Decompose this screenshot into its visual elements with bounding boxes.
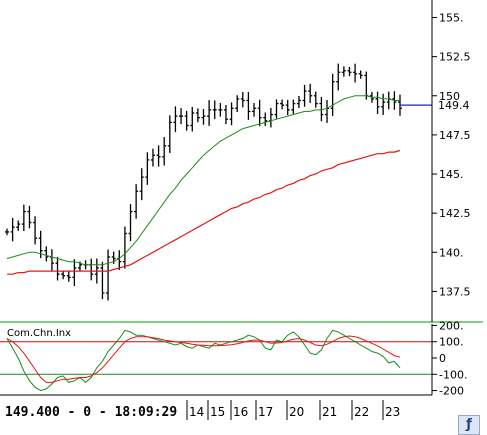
date-label: 22 xyxy=(354,405,369,419)
candle xyxy=(184,110,189,131)
candle xyxy=(257,99,262,127)
indicator-tick-label: 100. xyxy=(439,336,464,349)
candle xyxy=(291,99,296,114)
price-tick-label: 140. xyxy=(439,246,464,259)
indicator-axis: 200. 100. 0 -100. -200 xyxy=(432,319,467,398)
candle xyxy=(44,246,49,262)
candle xyxy=(274,99,279,119)
candle xyxy=(134,184,139,219)
candle xyxy=(347,66,352,77)
price-tick-label: 142.5 xyxy=(439,207,471,220)
candle xyxy=(128,203,133,242)
indicator-tick-label: -200 xyxy=(439,385,464,398)
candle xyxy=(122,226,127,269)
candle xyxy=(302,84,307,107)
candle xyxy=(21,204,26,232)
candle xyxy=(353,63,358,83)
candle xyxy=(89,258,94,281)
candle xyxy=(72,259,77,286)
candle xyxy=(5,228,9,236)
cci-line xyxy=(6,329,401,392)
moving-average-fast-line xyxy=(6,95,400,266)
date-label: 21 xyxy=(322,405,337,419)
candle xyxy=(280,99,285,110)
moving-average-slow-line xyxy=(7,149,401,275)
indicator-tick-label: -100. xyxy=(439,368,467,381)
candle xyxy=(285,99,290,116)
candle xyxy=(145,152,150,185)
date-label: 16 xyxy=(233,405,248,419)
candle xyxy=(179,108,184,125)
indicator-panel: Com.Chn.Inx 200. 100. 0 -100. -200 xyxy=(0,319,467,398)
candle xyxy=(162,137,167,166)
price-tick-label: 147.5 xyxy=(439,129,471,142)
chart-settings-icon[interactable]: ƒ xyxy=(458,415,480,435)
candle xyxy=(263,112,268,126)
candle xyxy=(61,270,66,280)
candle xyxy=(150,148,155,167)
candle xyxy=(313,91,318,108)
indicator-tick-label: 0 xyxy=(439,352,446,365)
candle xyxy=(190,106,195,132)
price-tick-label: 145. xyxy=(439,168,464,181)
candle xyxy=(381,93,386,115)
candle xyxy=(100,261,105,300)
candle xyxy=(195,108,200,123)
candle xyxy=(296,95,301,109)
candle xyxy=(212,100,217,120)
status-readout: 149.400 - 0 - 18:09:29 xyxy=(5,405,177,420)
candle xyxy=(319,96,324,122)
price-panel: 155. 152.5 150 147.5 145. 142.5 140. 137.5 149.… xyxy=(5,12,471,301)
indicator-title: Com.Chn.Inx xyxy=(7,328,71,339)
candle xyxy=(33,216,38,245)
candle xyxy=(308,83,313,103)
price-tick-label: 150 xyxy=(439,90,460,103)
candle xyxy=(246,92,251,120)
price-axis: 155. 152.5 150 147.5 145. 142.5 140. 137.5 xyxy=(432,12,471,298)
date-label: 15 xyxy=(210,405,225,419)
candle xyxy=(268,107,273,128)
candle xyxy=(358,70,363,79)
candle xyxy=(252,102,257,117)
price-tick-label: 155. xyxy=(439,12,464,25)
candle xyxy=(330,73,335,117)
candle xyxy=(27,205,32,229)
candle xyxy=(201,109,206,125)
date-label: 20 xyxy=(289,405,304,419)
candle xyxy=(167,115,172,153)
candle xyxy=(66,271,71,282)
date-label: 14 xyxy=(189,405,204,419)
candle xyxy=(139,168,144,201)
indicator-tick-label: 200. xyxy=(439,319,464,332)
candle xyxy=(156,145,161,167)
candle xyxy=(235,95,240,113)
price-tick-label: 152.5 xyxy=(439,51,471,64)
price-tick-label: 137.5 xyxy=(439,285,471,298)
candle xyxy=(218,103,223,117)
date-axis: 14 15 16 17 20 21 22 23 xyxy=(186,400,400,420)
candle xyxy=(16,220,21,231)
candle xyxy=(207,100,212,126)
candle xyxy=(375,91,380,114)
candle xyxy=(336,63,341,91)
date-label: 17 xyxy=(258,405,273,419)
candle xyxy=(106,249,111,301)
last-value-label: 149.4 xyxy=(438,99,470,112)
price-candles xyxy=(5,63,402,301)
candle xyxy=(173,106,178,133)
status-bar: 149.400 - 0 - 18:09:29 14 15 16 17 20 21 22 23 xyxy=(0,394,432,420)
candle xyxy=(229,102,234,126)
date-label: 23 xyxy=(385,405,400,419)
candle xyxy=(10,217,15,242)
candle xyxy=(49,249,54,271)
candle xyxy=(223,105,228,125)
candle xyxy=(341,66,346,77)
candle xyxy=(325,99,330,123)
candle xyxy=(240,92,245,108)
candle xyxy=(386,91,391,110)
cci-signal-line xyxy=(6,335,401,383)
candle xyxy=(55,256,60,281)
